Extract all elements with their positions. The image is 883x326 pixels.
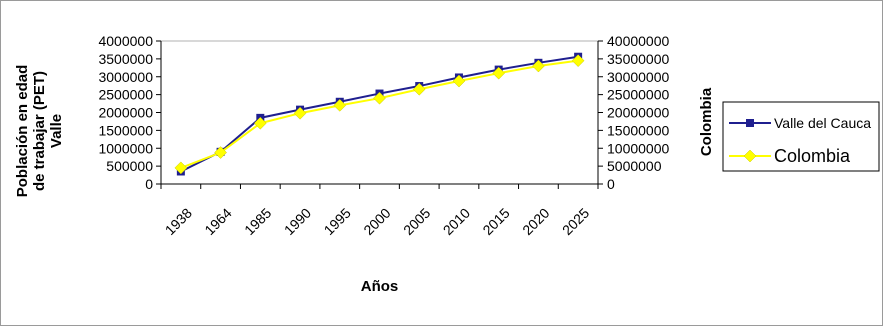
legend-label: Colombia bbox=[774, 146, 851, 166]
data-point-diamond bbox=[214, 146, 227, 159]
series-colombia bbox=[174, 54, 585, 175]
data-point-diamond bbox=[492, 66, 506, 80]
x-tick-label: 1985 bbox=[241, 205, 274, 238]
data-point-diamond bbox=[532, 59, 545, 73]
left-tick-label: 1000000 bbox=[98, 140, 153, 156]
right-tick-label: 0 bbox=[607, 176, 615, 192]
data-point-diamond bbox=[373, 91, 386, 105]
left-y-axis-title-line: Valle bbox=[48, 114, 65, 148]
x-tick-label: 1938 bbox=[162, 205, 195, 238]
left-y-axis-title-line: Población en edad bbox=[14, 65, 31, 198]
x-tick-label: 2025 bbox=[559, 205, 592, 238]
plot-background bbox=[160, 40, 599, 185]
x-tick-label: 1990 bbox=[281, 205, 314, 238]
left-tick-label: 3500000 bbox=[98, 51, 153, 67]
left-tick-label: 0 bbox=[145, 176, 153, 192]
x-tick-label: 2000 bbox=[360, 205, 393, 238]
x-tick-label: 2015 bbox=[479, 205, 512, 238]
left-y-axis-title: Población en edadde trabajar (PET)Valle bbox=[14, 65, 65, 198]
left-tick-label: 500000 bbox=[106, 158, 153, 174]
right-tick-label: 10000000 bbox=[607, 140, 670, 156]
right-tick-label: 40000000 bbox=[607, 33, 670, 49]
legend: Valle del Cauca Colombia bbox=[722, 101, 880, 172]
legend-marker-square bbox=[746, 119, 754, 127]
data-point-diamond bbox=[333, 98, 347, 112]
left-tick-label: 3000000 bbox=[98, 69, 153, 85]
x-tick-label: 2005 bbox=[400, 205, 433, 238]
right-tick-label: 5000000 bbox=[607, 158, 662, 174]
right-y-axis-title: Colombia bbox=[698, 87, 715, 156]
left-tick-label: 2500000 bbox=[98, 87, 153, 103]
left-tick-label: 2000000 bbox=[98, 105, 153, 121]
data-point-diamond bbox=[571, 54, 585, 68]
x-tick-label: 2020 bbox=[519, 205, 552, 238]
series-layer bbox=[174, 52, 585, 176]
right-tick-label: 35000000 bbox=[607, 51, 670, 67]
data-point-diamond bbox=[452, 74, 466, 88]
x-axis: 1938 1964 1985 1990 1995 2000 2005 2010 2015 2020… bbox=[160, 183, 599, 238]
x-tick-label: 1995 bbox=[321, 205, 354, 238]
data-point-diamond bbox=[293, 106, 307, 120]
left-tick-label: 1500000 bbox=[98, 122, 153, 138]
left-y-axis-title-line: de trabajar (PET) bbox=[31, 71, 48, 191]
x-tick-label: 1964 bbox=[201, 205, 234, 238]
left-tick-label: 4000000 bbox=[98, 33, 153, 49]
data-point-diamond bbox=[412, 82, 426, 96]
right-tick-label: 30000000 bbox=[607, 69, 670, 85]
right-tick-label: 15000000 bbox=[607, 122, 670, 138]
plot-area bbox=[160, 40, 599, 185]
right-tick-label: 20000000 bbox=[607, 105, 670, 121]
legend-label: Valle del Cauca bbox=[774, 115, 871, 131]
data-point-diamond bbox=[174, 161, 188, 175]
right-tick-label: 25000000 bbox=[607, 87, 670, 103]
x-axis-title: Años bbox=[361, 278, 399, 295]
data-point-diamond bbox=[253, 116, 267, 130]
legend-marker-diamond bbox=[743, 149, 757, 163]
x-tick-label: 2010 bbox=[440, 205, 473, 238]
